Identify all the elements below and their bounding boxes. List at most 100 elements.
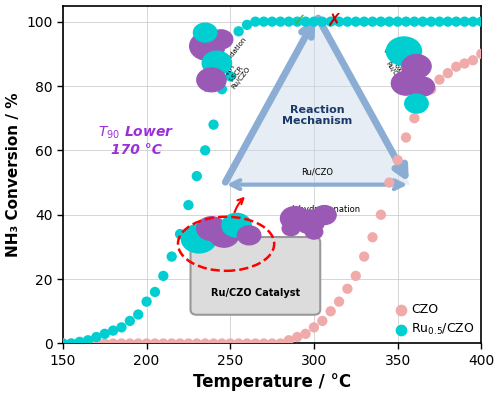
Point bbox=[76, 339, 84, 345]
Text: Selective oxidation
-NH
l-SCR
Ru/CZO: Selective oxidation -NH l-SCR Ru/CZO bbox=[202, 37, 264, 106]
Point bbox=[210, 340, 218, 347]
Point bbox=[243, 340, 251, 347]
Point bbox=[436, 19, 444, 25]
Point bbox=[394, 157, 402, 163]
Point bbox=[410, 115, 418, 121]
Point bbox=[109, 328, 117, 334]
Point bbox=[176, 231, 184, 237]
Point bbox=[318, 19, 326, 25]
Point bbox=[360, 253, 368, 260]
Point bbox=[151, 340, 159, 347]
Circle shape bbox=[402, 54, 431, 78]
Point bbox=[142, 299, 150, 305]
Point bbox=[160, 273, 168, 279]
Circle shape bbox=[312, 206, 336, 225]
Point bbox=[285, 337, 293, 343]
Point bbox=[151, 289, 159, 295]
Point bbox=[377, 19, 385, 25]
Point bbox=[386, 19, 394, 25]
Circle shape bbox=[295, 210, 324, 234]
Point bbox=[234, 340, 242, 347]
Circle shape bbox=[194, 23, 217, 42]
Point bbox=[302, 19, 310, 25]
Point bbox=[444, 70, 452, 76]
Point bbox=[234, 28, 242, 35]
Point bbox=[92, 334, 100, 340]
Circle shape bbox=[210, 224, 238, 247]
Text: $T_{90}$ Lower
170 °C: $T_{90}$ Lower 170 °C bbox=[98, 124, 174, 157]
Point bbox=[59, 340, 67, 347]
Point bbox=[368, 234, 376, 241]
Point bbox=[335, 299, 343, 305]
Polygon shape bbox=[224, 16, 410, 185]
Point bbox=[134, 340, 142, 347]
Point bbox=[293, 334, 301, 340]
Point bbox=[184, 340, 192, 347]
Point bbox=[310, 19, 318, 25]
Point bbox=[427, 19, 435, 25]
Point bbox=[201, 340, 209, 347]
Point bbox=[134, 311, 142, 318]
Point bbox=[326, 19, 334, 25]
Point bbox=[360, 19, 368, 25]
Point bbox=[478, 19, 486, 25]
Point bbox=[344, 19, 351, 25]
Point bbox=[84, 340, 92, 347]
Point bbox=[268, 340, 276, 347]
Point bbox=[126, 318, 134, 324]
Point bbox=[160, 340, 168, 347]
Circle shape bbox=[282, 222, 300, 236]
Circle shape bbox=[202, 51, 232, 75]
Point bbox=[460, 19, 468, 25]
Text: Ru/CZO Catalyst: Ru/CZO Catalyst bbox=[211, 289, 300, 299]
Text: Reaction
Mechanism: Reaction Mechanism bbox=[282, 104, 352, 126]
Point bbox=[352, 19, 360, 25]
Point bbox=[452, 19, 460, 25]
Point bbox=[260, 19, 268, 25]
Point bbox=[469, 19, 477, 25]
Point bbox=[394, 19, 402, 25]
Point bbox=[276, 340, 284, 347]
Y-axis label: NH₃ Conversion / %: NH₃ Conversion / % bbox=[6, 92, 20, 257]
Point bbox=[335, 19, 343, 25]
Point bbox=[276, 19, 284, 25]
Circle shape bbox=[197, 68, 226, 92]
Point bbox=[226, 340, 234, 347]
Point bbox=[386, 179, 394, 186]
Point bbox=[226, 73, 234, 79]
Point bbox=[193, 340, 201, 347]
Circle shape bbox=[392, 71, 420, 95]
Point bbox=[478, 51, 486, 57]
Legend: CZO, Ru$_{0.5}$/CZO: CZO, Ru$_{0.5}$/CZO bbox=[396, 303, 475, 337]
Circle shape bbox=[404, 94, 428, 113]
FancyBboxPatch shape bbox=[190, 237, 320, 315]
Point bbox=[418, 99, 426, 105]
Point bbox=[352, 273, 360, 279]
Circle shape bbox=[222, 213, 251, 237]
Point bbox=[142, 340, 150, 347]
Point bbox=[377, 212, 385, 218]
Circle shape bbox=[210, 30, 233, 49]
Point bbox=[252, 19, 260, 25]
Point bbox=[184, 202, 192, 208]
Point bbox=[444, 19, 452, 25]
Point bbox=[68, 340, 76, 347]
Point bbox=[260, 340, 268, 347]
Point bbox=[92, 340, 100, 347]
Point bbox=[293, 19, 301, 25]
Point bbox=[436, 76, 444, 83]
Point bbox=[218, 340, 226, 347]
Point bbox=[326, 308, 334, 314]
Point bbox=[68, 340, 76, 347]
Circle shape bbox=[411, 77, 434, 96]
Point bbox=[193, 173, 201, 179]
Circle shape bbox=[280, 206, 310, 230]
Point bbox=[368, 19, 376, 25]
Point bbox=[100, 340, 108, 347]
Text: dehydrogenation: dehydrogenation bbox=[288, 206, 360, 214]
Circle shape bbox=[386, 37, 422, 66]
Point bbox=[176, 340, 184, 347]
Point bbox=[252, 340, 260, 347]
Text: Ru/CZO: Ru/CZO bbox=[302, 167, 334, 176]
Point bbox=[218, 86, 226, 93]
